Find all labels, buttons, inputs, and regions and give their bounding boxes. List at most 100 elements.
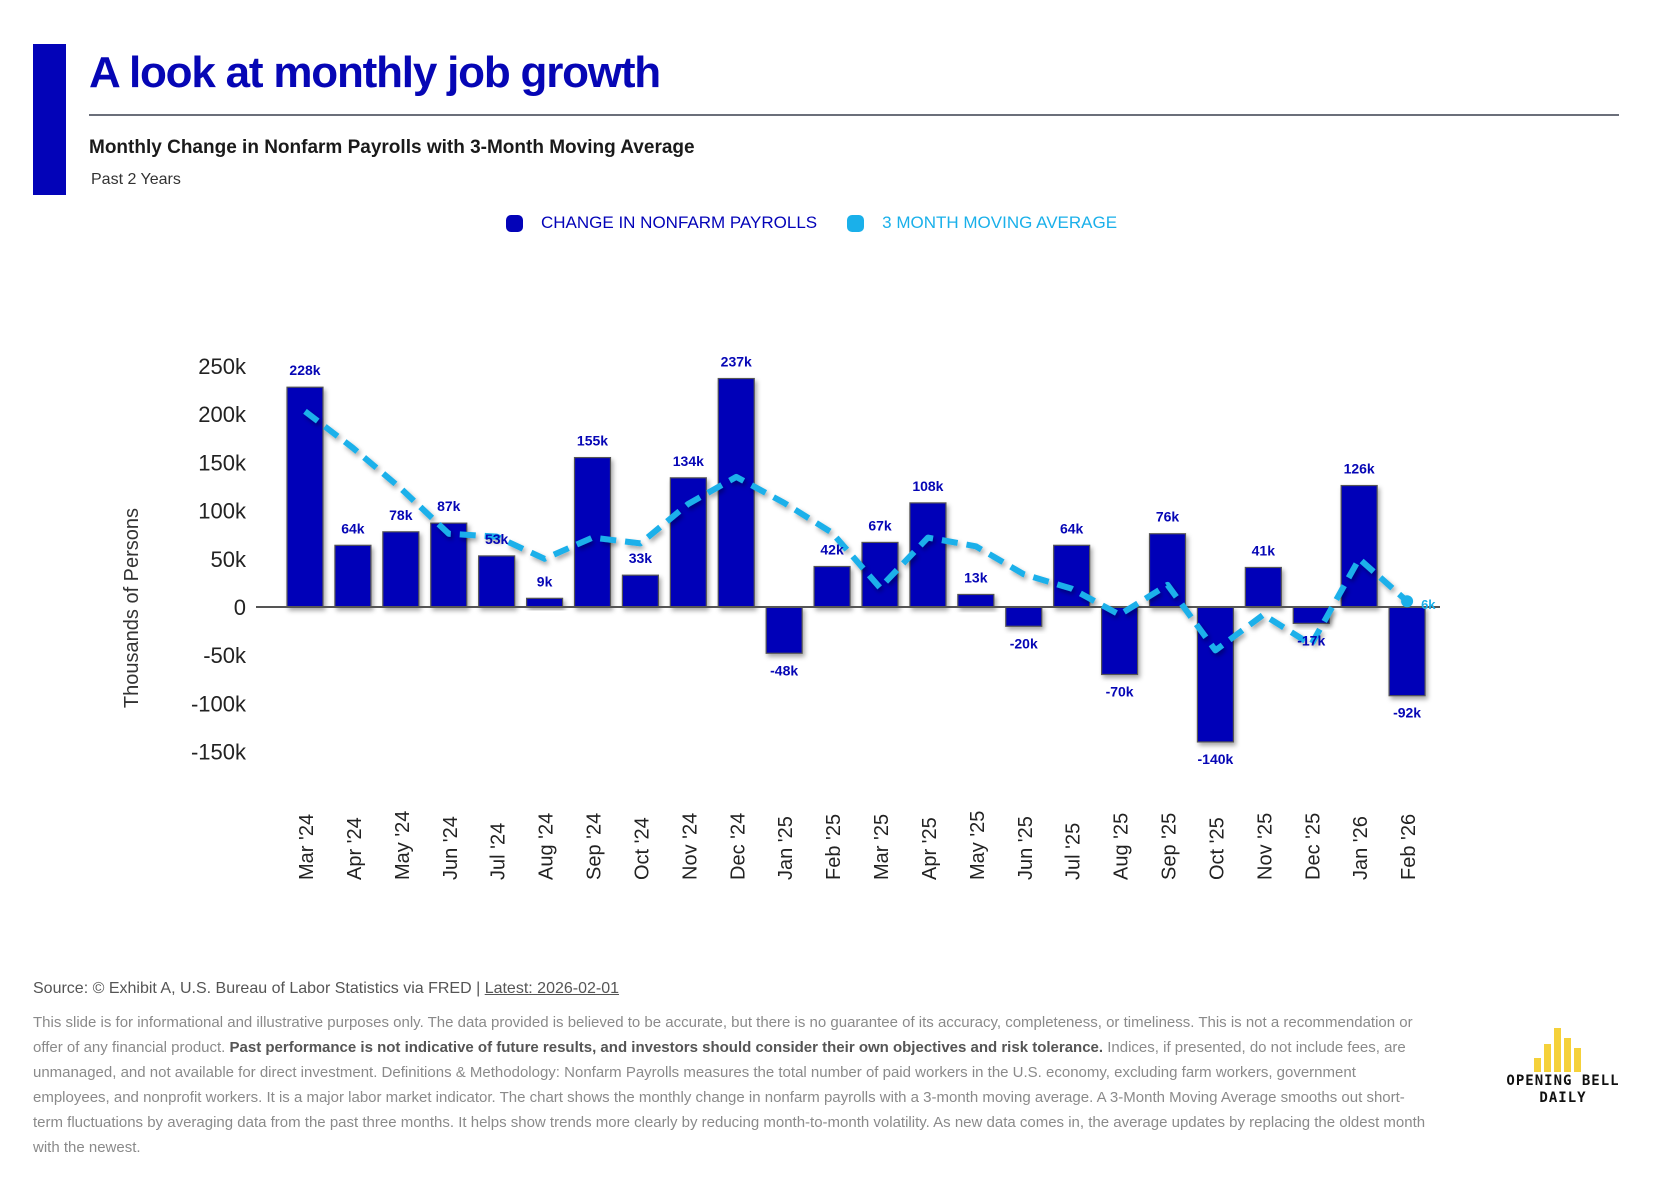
bar-value-label: 228k	[289, 362, 320, 378]
bar-value-label: -20k	[1010, 635, 1038, 651]
x-tick-label: May '24	[392, 811, 414, 880]
y-tick-label: -100k	[191, 691, 247, 716]
bar-value-label: 13k	[964, 569, 988, 585]
bar-value-label: 33k	[629, 550, 653, 566]
bar-value-label: -17k	[1297, 632, 1325, 648]
x-tick-label: Sep '25	[1159, 813, 1181, 880]
bar-value-label: 9k	[537, 573, 553, 589]
bar-value-label: -48k	[770, 662, 798, 678]
bar-value-label: 78k	[389, 507, 413, 523]
x-tick-label: Jul '24	[488, 823, 510, 880]
x-tick-label: Aug '25	[1111, 813, 1133, 880]
bar-value-label: 87k	[437, 498, 461, 514]
bar-value-label: 67k	[868, 517, 892, 533]
legend-swatch-moving-average	[847, 214, 865, 232]
y-tick-label: 150k	[198, 450, 247, 475]
bar-nov--24	[669, 477, 707, 608]
bar-feb--26	[1388, 606, 1426, 697]
disclaimer: This slide is for informational and illu…	[33, 1010, 1433, 1160]
legend-label-moving-average: 3 MONTH MOVING AVERAGE	[882, 213, 1118, 232]
legend-item-moving-average: 3 MONTH MOVING AVERAGE	[847, 213, 1117, 233]
bar-jan--26	[1340, 484, 1378, 608]
y-tick-label: -50k	[203, 643, 247, 668]
bar-apr--25	[909, 502, 947, 608]
bar-may--25	[957, 593, 995, 608]
bar-value-label: 76k	[1156, 509, 1180, 525]
bar-dec--24	[717, 377, 755, 608]
moving-average-line	[303, 408, 1410, 654]
payrolls-chart: 250k 200k 150k 100k 50k 0 -50k -100k -150k Thous…	[121, 354, 1440, 880]
legend-item-payrolls: CHANGE IN NONFARM PAYROLLS	[506, 213, 817, 233]
bar-value-label: 155k	[577, 433, 608, 449]
moving-average-last-label: 6k	[1421, 597, 1436, 612]
title-divider	[89, 114, 1619, 116]
x-tick-label: Jan '26	[1350, 816, 1372, 880]
x-tick-label: Aug '24	[536, 813, 558, 880]
x-tick-label: Dec '24	[727, 813, 749, 880]
page-title: A look at monthly job growth	[89, 48, 661, 97]
x-tick-label: Nov '25	[1254, 813, 1276, 880]
x-tick-label: Apr '25	[919, 817, 941, 880]
opening-bell-daily-logo: OPENING BELL DAILY	[1488, 1028, 1638, 1106]
bar-aug--25	[1100, 606, 1139, 676]
x-tick-label: Apr '24	[344, 817, 366, 880]
logo-bars-icon	[1476, 1028, 1638, 1072]
x-tick-label: Jul '25	[1063, 823, 1085, 880]
legend-swatch-payrolls	[506, 214, 523, 232]
x-tick-label: Mar '24	[296, 814, 318, 880]
bar-sep--24	[573, 456, 612, 608]
bar-apr--24	[334, 544, 372, 608]
y-axis-label: Thousands of Persons	[121, 508, 143, 708]
bar-may--24	[382, 531, 420, 608]
x-tick-label: Jun '24	[440, 816, 462, 880]
chart-period: Past 2 Years	[91, 171, 181, 188]
bar-value-label: -70k	[1106, 683, 1134, 699]
bar-jan--25	[765, 606, 803, 654]
logo-text-line2: DAILY	[1539, 1090, 1587, 1106]
bar-value-label: -92k	[1393, 705, 1421, 721]
bar-nov--25	[1244, 566, 1282, 608]
bar-value-label: -140k	[1198, 751, 1234, 767]
y-tick-label: 250k	[198, 354, 247, 379]
x-tick-label: Nov '24	[679, 813, 701, 880]
legend-label-payrolls: CHANGE IN NONFARM PAYROLLS	[541, 213, 818, 232]
y-axis: 250k 200k 150k 100k 50k 0 -50k -100k -150k	[191, 354, 247, 765]
bar-value-label: 64k	[1060, 520, 1084, 536]
x-tick-label: Dec '25	[1302, 813, 1324, 880]
x-tick-label: Jan '25	[775, 816, 797, 880]
x-tick-label: Feb '25	[823, 814, 845, 880]
chart-subtitle: Monthly Change in Nonfarm Payrolls with …	[89, 137, 695, 158]
y-tick-label: -150k	[191, 740, 247, 765]
bar-feb--25	[813, 565, 851, 608]
latest-date-link[interactable]: Latest: 2026-02-01	[484, 980, 620, 997]
x-tick-label: Oct '25	[1206, 817, 1228, 880]
bar-jun--25	[1005, 606, 1043, 627]
bar-value-label: 64k	[341, 520, 365, 536]
bar-aug--24	[525, 597, 564, 608]
bar-oct--24	[621, 574, 660, 608]
x-tick-label: Sep '24	[584, 813, 606, 880]
bar-value-label: 134k	[673, 453, 704, 469]
x-tick-label: Jun '25	[1015, 816, 1037, 880]
x-axis: Mar '24 Apr '24 May '24 Jun '24 Jul '24 Aug '…	[296, 811, 1420, 880]
bar-jul--24	[478, 555, 516, 608]
bar-value-label: 126k	[1344, 461, 1375, 477]
x-tick-label: Mar '25	[871, 814, 893, 880]
bar-value-label: 108k	[912, 478, 943, 494]
y-tick-label: 50k	[211, 547, 247, 572]
logo-text-line1: OPENING BELL	[1506, 1073, 1620, 1089]
y-tick-label: 200k	[198, 402, 247, 427]
y-tick-label: 0	[234, 595, 246, 620]
source-line: Source: © Exhibit A, U.S. Bureau of Labo…	[33, 980, 619, 998]
bar-mar--24	[286, 386, 324, 608]
bar-value-label: 237k	[721, 354, 752, 370]
bar-value-label: 53k	[485, 531, 509, 547]
x-tick-label: Feb '26	[1398, 814, 1420, 880]
disclaimer-text-2: Indices, if presented, do not include fe…	[33, 1039, 1426, 1156]
chart-legend: CHANGE IN NONFARM PAYROLLS 3 MONTH MOVIN…	[506, 213, 1147, 233]
bar-oct--25	[1196, 606, 1235, 743]
disclaimer-text-1: This slide is for informational and illu…	[33, 1014, 1413, 1056]
disclaimer-bold: Past performance is not indicative of fu…	[229, 1039, 1104, 1056]
accent-bar	[33, 44, 66, 195]
y-tick-label: 100k	[198, 499, 247, 524]
